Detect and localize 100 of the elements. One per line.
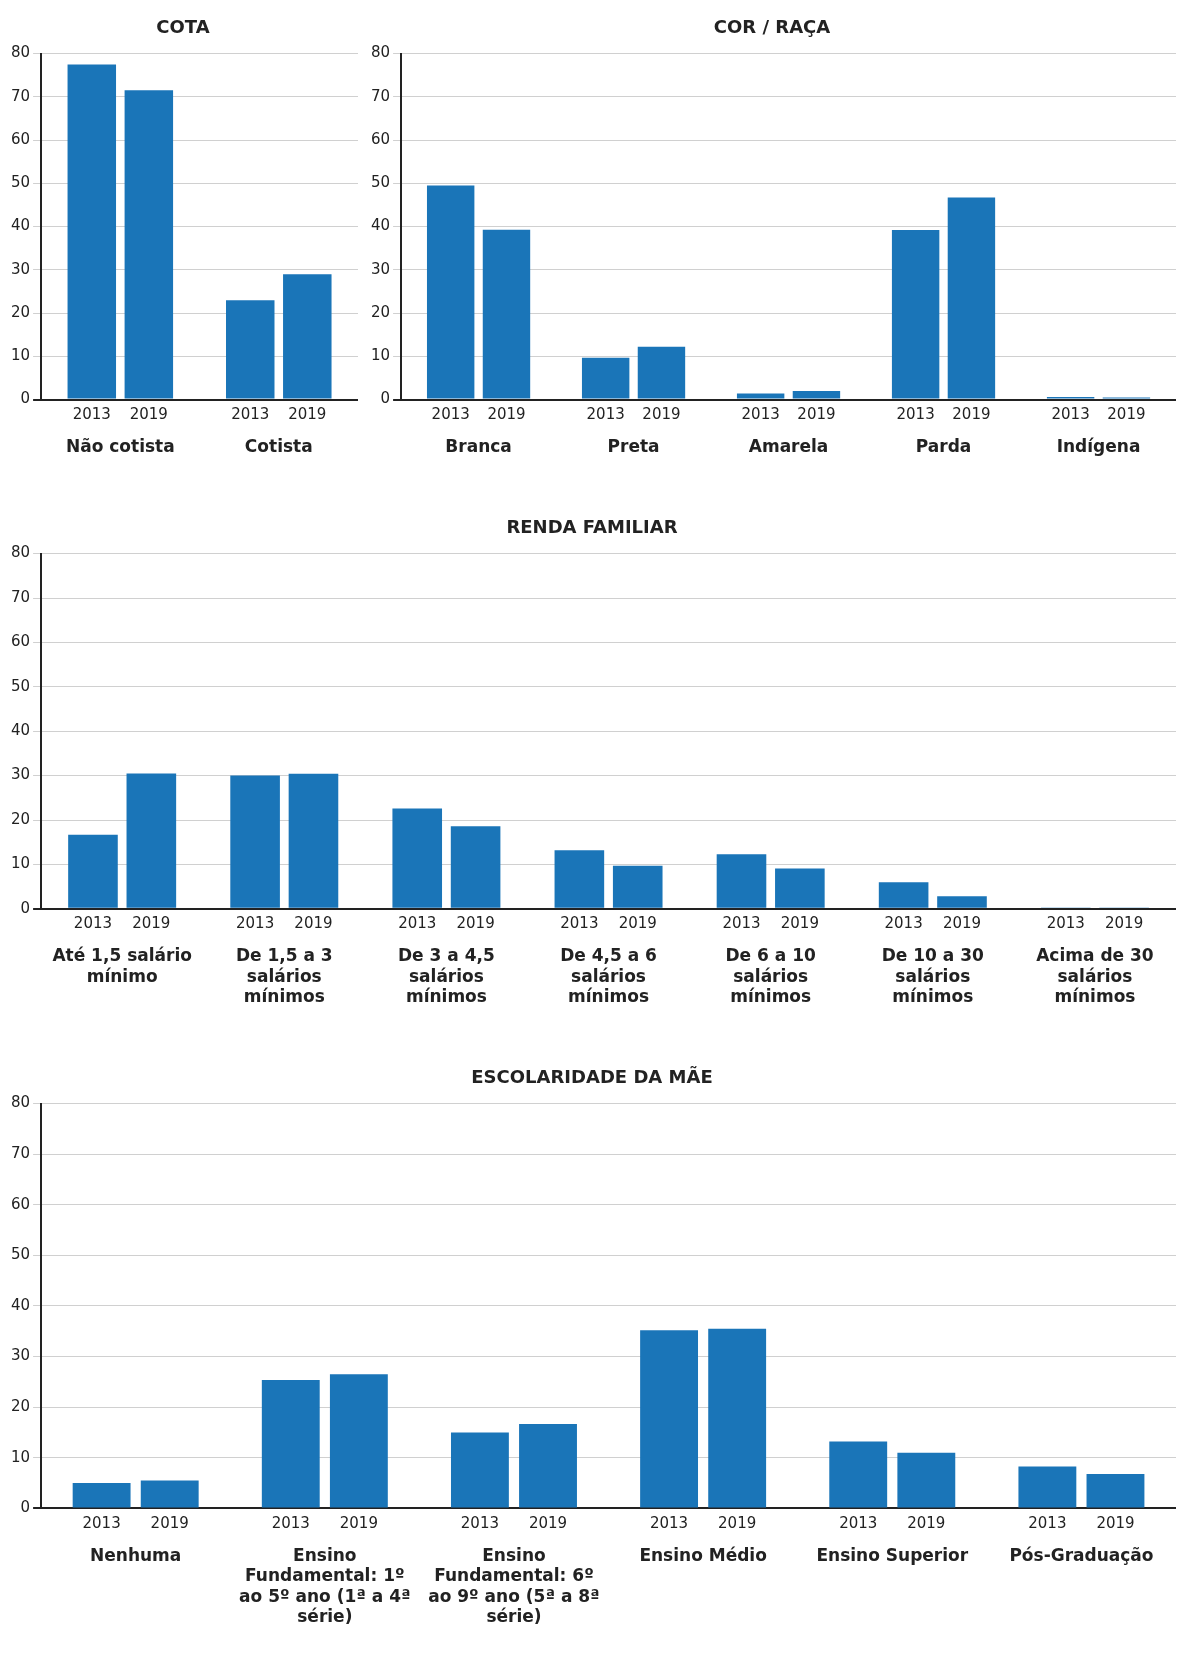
series-label: 2019 (487, 404, 526, 423)
y-tick-label: 60 (10, 1194, 31, 1213)
chart-title: COR / RAÇA (713, 16, 831, 38)
bar (716, 854, 767, 908)
y-tick-label: 50 (10, 1245, 31, 1264)
bar (68, 834, 118, 908)
bar (140, 1480, 199, 1508)
x-tick-label: Amarela (748, 436, 829, 457)
text: 2019 (618, 914, 657, 933)
bar (426, 185, 475, 399)
x-tick-label: Pós-Graduação (1009, 1545, 1154, 1566)
x-tick-label: Até 1,5 salário mínimo (52, 945, 192, 986)
y-tick-label: 50 (10, 676, 31, 695)
text: 2019 (952, 404, 991, 423)
bar (1018, 1466, 1077, 1508)
bar (1086, 1473, 1145, 1508)
text: 2019 (456, 914, 495, 933)
text: 2013 (271, 1513, 310, 1532)
x-tick-label: De 6 a 10 salários mínimos (725, 945, 817, 1007)
series-label: 2013 (72, 404, 111, 423)
text: 2019 (797, 404, 836, 423)
x-tick-label: Ensino Superior (816, 1545, 969, 1566)
bar (708, 1328, 767, 1508)
bar (554, 850, 605, 908)
y-tick-label: 0 (380, 389, 391, 408)
y-tick-label: 60 (370, 129, 391, 148)
x-tick-label: De 3 a 4,5 salários mínimos (398, 945, 495, 1007)
y-tick-label: 70 (10, 1144, 31, 1163)
x-tick-label: Não cotista (65, 436, 175, 457)
x-tick-label: Parda (915, 436, 972, 457)
bar (450, 1432, 509, 1508)
x-tick-label: Cotista (244, 436, 313, 457)
bar (878, 882, 929, 908)
y-tick-label: 50 (370, 173, 391, 192)
series-label: 2013 (431, 404, 470, 423)
y-tick-label: 10 (370, 346, 391, 365)
bar (947, 197, 996, 399)
text: 2013 (1046, 914, 1085, 933)
y-tick-label: 80 (10, 543, 31, 562)
text: 2013 (460, 1513, 500, 1532)
y-tick-label: 10 (10, 854, 31, 873)
bar (392, 808, 443, 908)
x-tick-label: Branca (445, 436, 512, 457)
text: 2013 (722, 914, 761, 933)
chart-title: COTA (156, 16, 210, 38)
y-tick-label: 70 (370, 86, 391, 105)
bar (736, 393, 785, 399)
text: 2013 (839, 1513, 878, 1532)
y-tick-label: 20 (10, 1397, 31, 1416)
bar (67, 64, 117, 399)
bar (230, 775, 280, 908)
y-tick-label: 30 (10, 259, 31, 278)
text: 2013 (560, 914, 599, 933)
y-tick-label: 70 (10, 86, 31, 105)
text: 2019 (1107, 404, 1146, 423)
text: 2019 (718, 1513, 757, 1532)
bar (72, 1483, 131, 1508)
y-tick-label: 80 (10, 43, 31, 62)
y-tick-label: 30 (370, 259, 391, 278)
bar (124, 90, 174, 399)
bar (126, 773, 177, 908)
y-tick-label: 40 (10, 216, 31, 235)
bar (612, 865, 663, 908)
x-tick-label: De 4,5 a 6 salários mínimos (560, 945, 657, 1007)
bar (581, 357, 630, 399)
y-tick-label: 0 (20, 1498, 31, 1517)
text: 2013 (649, 1513, 689, 1532)
bar (450, 826, 501, 908)
y-tick-label: 50 (10, 173, 31, 192)
text: 2013 (1051, 404, 1090, 423)
text: 2019 (942, 914, 982, 933)
text: 2019 (288, 404, 327, 423)
y-tick-label: 0 (20, 389, 31, 408)
bar (897, 1452, 956, 1508)
text: 2019 (339, 1513, 378, 1532)
text: 2019 (1096, 1513, 1135, 1532)
text: 2013 (231, 404, 270, 423)
bar (937, 896, 987, 908)
x-tick-label: Ensino Fundamental: 1º ao 5º ano (1ª a 4ª série) (239, 1545, 411, 1627)
y-tick-label: 60 (10, 129, 31, 148)
x-tick-label: Preta (607, 436, 660, 457)
text: 2013 (398, 914, 437, 933)
text: 2013 (1028, 1513, 1067, 1532)
bar (891, 230, 940, 399)
bar (482, 229, 531, 399)
x-tick-label: Acima de 30 salários mínimos (1036, 945, 1154, 1007)
bar (519, 1423, 577, 1508)
text: 2019 (528, 1513, 568, 1532)
y-tick-label: 70 (10, 587, 31, 606)
text: 2013 (586, 404, 625, 423)
chart-title: RENDA FAMILIAR (506, 516, 678, 538)
bar (288, 773, 339, 908)
text: 2019 (642, 404, 681, 423)
chart-title: ESCOLARIDADE DA MÃE (471, 1065, 713, 1088)
y-tick-label: 10 (10, 346, 31, 365)
y-tick-label: 60 (10, 632, 31, 651)
series-label: 2019 (129, 404, 168, 423)
x-tick-label: De 1,5 a 3 salários mínimos (235, 945, 333, 1007)
y-tick-label: 30 (10, 1346, 31, 1365)
series-label: 2013 (73, 914, 113, 933)
